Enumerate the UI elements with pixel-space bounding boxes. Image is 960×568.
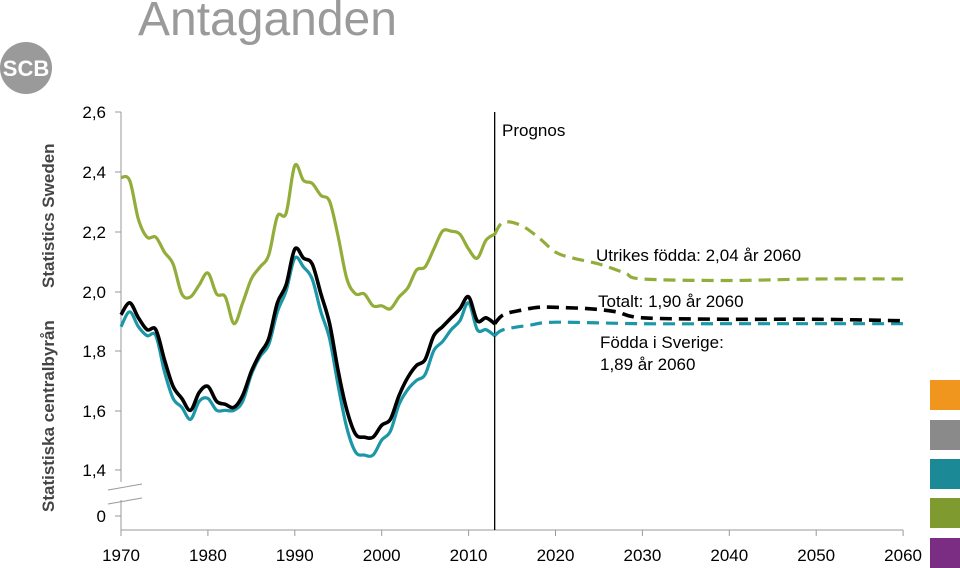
series-sverige-prognosis — [493, 320, 904, 338]
swatch-teal — [930, 459, 960, 489]
x-tick-label: 2020 — [537, 546, 575, 565]
axis-break-mark — [107, 497, 143, 505]
org-name-sv: Statistiska centralbyrån — [39, 320, 58, 512]
x-tick-label: 2040 — [710, 546, 748, 565]
x-tick-label: 2050 — [797, 546, 835, 565]
series-totalt-historical — [119, 246, 496, 441]
y-tick-label: 1,4 — [82, 461, 106, 480]
annotation-utrikes: Utrikes födda: 2,04 år 2060 — [596, 246, 801, 265]
side-text: Statistics Sweden Statistiska centralbyr… — [39, 143, 58, 512]
swatch-green — [930, 498, 960, 528]
axis-break-mark — [107, 483, 143, 491]
series-sverige-historical — [119, 255, 496, 458]
swatch-gray — [930, 420, 960, 450]
page-title: Antaganden — [138, 0, 397, 46]
x-tick-label: 2000 — [363, 546, 401, 565]
y-tick-label: 1,6 — [82, 402, 106, 421]
ticks: 2,6 2,4 2,2 2,0 1,8 1,6 1,4 0 1970 1980 1990 2000 20… — [82, 103, 922, 565]
x-tick-label: 2030 — [623, 546, 661, 565]
x-tick-label: 1970 — [102, 546, 140, 565]
y-tick-label: 0 — [97, 507, 106, 526]
annotation-sverige-2: 1,89 år 2060 — [600, 355, 695, 374]
swatch-purple — [930, 538, 960, 568]
annotations: Prognos Utrikes födda: 2,04 år 2060 Tota… — [502, 121, 801, 374]
x-tick-label: 2010 — [450, 546, 488, 565]
annotation-sverige-1: Födda i Sverige: — [600, 333, 724, 352]
swatch-orange — [930, 380, 960, 410]
series-utrikes-historical — [120, 162, 496, 326]
y-tick-label: 1,8 — [82, 342, 106, 361]
scb-logo: SCB — [0, 42, 52, 94]
annotation-totalt: Totalt: 1,90 år 2060 — [598, 292, 744, 311]
y-tick-label: 2,2 — [82, 223, 106, 242]
org-name-en: Statistics Sweden — [39, 143, 58, 288]
x-tick-label: 2060 — [884, 546, 922, 565]
series-totalt-prognosis — [493, 305, 904, 325]
logo-text: SCB — [3, 56, 49, 81]
series-lines — [119, 162, 904, 458]
series-utrikes-prognosis — [493, 220, 904, 283]
x-tick-label: 1980 — [189, 546, 227, 565]
x-tick-label: 1990 — [276, 546, 314, 565]
y-tick-label: 2,4 — [82, 163, 106, 182]
y-tick-label: 2,6 — [82, 103, 106, 122]
prognos-label: Prognos — [502, 121, 565, 140]
y-tick-label: 2,0 — [82, 283, 106, 302]
